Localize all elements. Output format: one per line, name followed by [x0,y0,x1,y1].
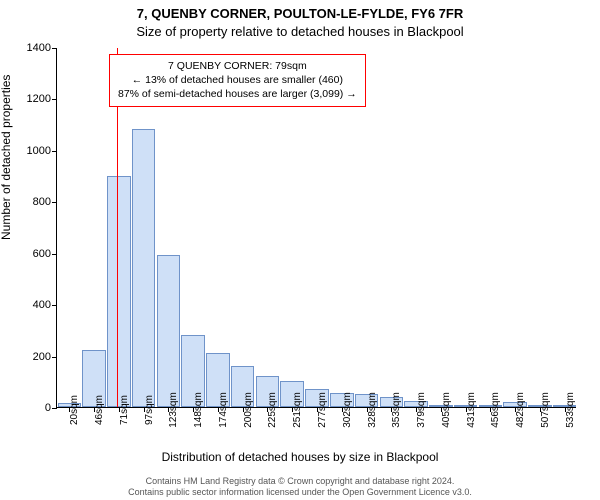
x-tick-label: 302sqm [342,392,353,428]
chart-wrapper: 7, QUENBY CORNER, POULTON-LE-FYLDE, FY6 … [0,0,600,500]
x-tick-label: 533sqm [565,392,576,428]
y-tick-mark [52,254,57,255]
y-tick-mark [52,305,57,306]
y-tick-mark [52,357,57,358]
attribution-text: Contains HM Land Registry data © Crown c… [0,476,600,498]
x-tick-label: 148sqm [193,392,204,428]
y-tick-label: 800 [33,196,51,208]
x-tick-label: 379sqm [416,392,427,428]
x-tick-label: 353sqm [391,392,402,428]
x-tick-label: 123sqm [168,392,179,428]
x-tick-label: 71sqm [119,395,130,425]
y-tick-label: 600 [33,248,51,260]
y-tick-label: 200 [33,351,51,363]
y-tick-mark [52,99,57,100]
infobox-line-larger: 87% of semi-detached houses are larger (… [118,87,357,101]
y-tick-label: 400 [33,299,51,311]
histogram-bar [107,176,131,407]
y-tick-label: 1200 [27,93,51,105]
x-tick-label: 97sqm [144,395,155,425]
infobox-line-size: 7 QUENBY CORNER: 79sqm [118,59,357,73]
histogram-bar [157,255,181,407]
x-tick-label: 225sqm [267,392,278,428]
y-tick-mark [52,408,57,409]
x-tick-label: 507sqm [540,392,551,428]
property-info-box: 7 QUENBY CORNER: 79sqm ← 13% of detached… [109,54,366,107]
x-tick-label: 20sqm [69,395,80,425]
histogram-bar [132,129,156,407]
chart-title-subtitle: Size of property relative to detached ho… [0,24,600,39]
infobox-line-smaller: ← 13% of detached houses are smaller (46… [118,73,357,87]
y-axis-label: Number of detached properties [0,75,13,240]
x-tick-label: 431sqm [466,392,477,428]
x-tick-label: 46sqm [94,395,105,425]
x-tick-label: 251sqm [292,392,303,428]
x-axis-label: Distribution of detached houses by size … [0,450,600,464]
attribution-line2: Contains public sector information licen… [0,487,600,498]
x-tick-label: 200sqm [243,392,254,428]
y-tick-mark [52,151,57,152]
plot-area: 020040060080010001200140020sqm46sqm71sqm… [56,48,576,408]
chart-title-address: 7, QUENBY CORNER, POULTON-LE-FYLDE, FY6 … [0,6,600,21]
y-tick-label: 1000 [27,145,51,157]
x-tick-label: 328sqm [367,392,378,428]
x-tick-label: 456sqm [490,392,501,428]
x-tick-label: 405sqm [441,392,452,428]
y-tick-label: 1400 [27,42,51,54]
x-tick-label: 174sqm [218,392,229,428]
y-tick-mark [52,48,57,49]
y-tick-label: 0 [45,402,51,414]
x-tick-label: 277sqm [317,392,328,428]
attribution-line1: Contains HM Land Registry data © Crown c… [0,476,600,487]
x-tick-label: 482sqm [515,392,526,428]
y-tick-mark [52,202,57,203]
